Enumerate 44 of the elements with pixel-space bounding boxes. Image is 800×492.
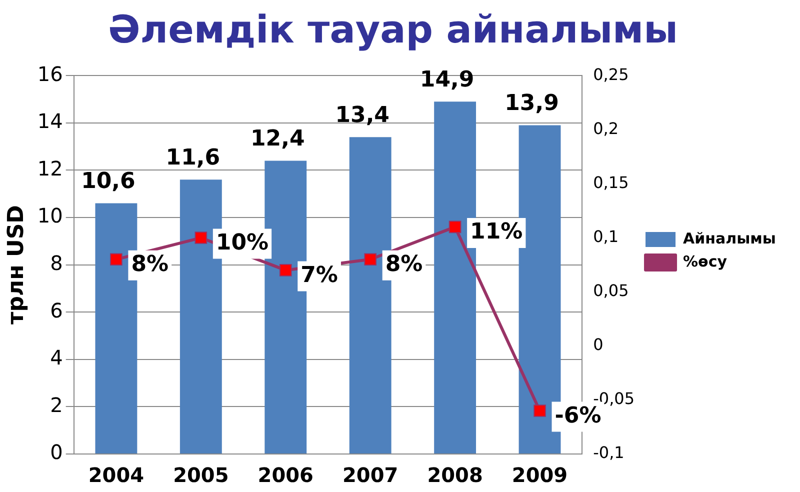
y-tick-label: 4 [50,346,63,370]
data-label: 13,9 [504,90,559,116]
data-label: 11% [470,220,523,245]
data-label: 8% [385,252,423,278]
data-label: 11,6 [166,145,220,170]
y-tick-label: 16 [37,62,63,86]
data-label: 12,4 [250,126,305,152]
data-label: 8% [131,252,169,278]
y2-tick-label: 0,25 [593,64,629,84]
y2-tick-label: 0,2 [593,118,619,138]
y-tick-label: 8 [50,251,63,276]
y-tick-label: 14 [37,109,63,134]
point [110,253,122,266]
y-tick-label: 0 [50,440,63,464]
point [364,253,376,266]
y2-tick-label: 0 [593,335,604,354]
data-label: 7% [300,262,338,288]
y-axis-title: трлн USD [4,205,29,325]
point [194,232,208,244]
y2-tick-label: 0,15 [593,172,629,192]
y-tick-label: 6 [50,298,63,322]
y2-tick-label: 0,05 [593,280,629,300]
chart-title: Әлемдік тауар айналымы [108,8,678,52]
y-tick-label: 12 [37,156,63,180]
x-tick-label: 2007 [342,463,398,488]
x-tick-label: 2009 [512,463,568,488]
data-label: -6% [554,403,602,428]
x-tick-label: 2008 [427,463,483,488]
y-tick-label: 10 [37,204,63,228]
x-tick-label: 2004 [88,463,144,488]
point [448,220,462,234]
data-label: 10,6 [81,169,136,194]
y2-tick-label: -0,1 [593,443,624,462]
y2-tick-label: 0,1 [593,226,619,246]
y-tick-label: 2 [50,392,63,417]
point [534,404,546,417]
point [279,264,292,276]
x-tick-label: 2005 [173,463,229,488]
legend-label: Айналымы [683,229,776,248]
legend-label: %өсу [683,252,728,270]
data-label: 13,4 [335,102,390,128]
data-label: 14,9 [420,67,474,92]
data-label: 10% [216,230,269,256]
x-tick-label: 2006 [258,463,314,488]
